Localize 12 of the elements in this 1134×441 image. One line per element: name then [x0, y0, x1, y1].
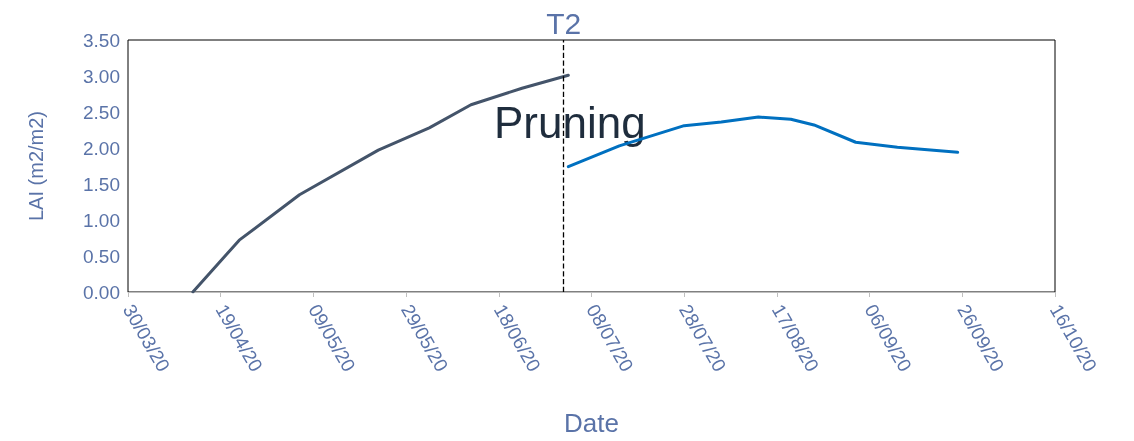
annotation: Pruning	[494, 97, 646, 147]
y-tick-label: 2.50	[83, 101, 120, 123]
y-tick-label: 2.00	[83, 137, 120, 159]
y-axis-title: LAI (m2/m2)	[25, 110, 47, 222]
ref-line-label: T2	[546, 6, 582, 40]
y-tick-label: 0.50	[83, 245, 120, 267]
y-tick-label: 3.50	[83, 29, 120, 51]
y-tick-label: 0.00	[83, 281, 120, 303]
y-tick-label: 3.00	[83, 65, 120, 87]
y-tick-label: 1.50	[83, 173, 120, 195]
x-axis-title: Date	[564, 408, 619, 438]
y-tick-label: 1.00	[83, 209, 120, 231]
